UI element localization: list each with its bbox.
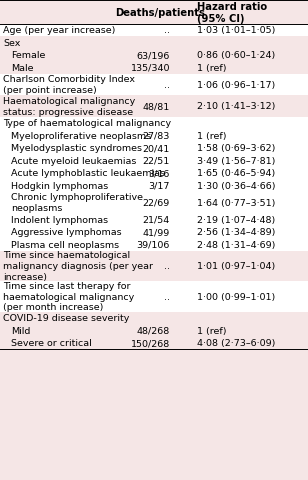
Bar: [0, 281, 308, 312]
Text: 48/268: 48/268: [137, 326, 170, 335]
Text: Time since haematological
malignancy diagnosis (per year
increase): Time since haematological malignancy dia…: [3, 251, 153, 281]
Bar: [0, 96, 308, 117]
Text: Aggressive lymphomas: Aggressive lymphomas: [11, 228, 122, 237]
Text: 3·49 (1·56–7·81): 3·49 (1·56–7·81): [197, 156, 275, 166]
Text: 3/16: 3/16: [149, 169, 170, 178]
Text: Plasma cell neoplasms: Plasma cell neoplasms: [11, 240, 119, 249]
Text: Severe or critical: Severe or critical: [11, 338, 92, 348]
Text: Hodgkin lymphomas: Hodgkin lymphomas: [11, 181, 108, 191]
Bar: [0, 142, 308, 155]
Text: 63/196: 63/196: [137, 51, 170, 60]
Bar: [0, 24, 308, 37]
Text: Male: Male: [11, 64, 34, 72]
Text: Haematological malignancy
status: progressive disease: Haematological malignancy status: progre…: [3, 96, 135, 116]
Text: ..: ..: [164, 26, 170, 35]
Bar: [0, 37, 308, 49]
Text: 20/41: 20/41: [143, 144, 170, 153]
Text: ..: ..: [164, 262, 170, 271]
Text: Charlson Comorbidity Index
(per point increase): Charlson Comorbidity Index (per point in…: [3, 75, 135, 95]
Text: 2·19 (1·07–4·48): 2·19 (1·07–4·48): [197, 216, 275, 224]
Text: 21/54: 21/54: [143, 216, 170, 224]
Bar: [0, 337, 308, 349]
Bar: [0, 180, 308, 192]
Bar: [0, 324, 308, 337]
Text: 27/83: 27/83: [143, 132, 170, 141]
Text: 1·06 (0·96–1·17): 1·06 (0·96–1·17): [197, 81, 275, 90]
Text: Age (per year increase): Age (per year increase): [3, 26, 116, 35]
Bar: [0, 214, 308, 226]
Text: Myeloproliferative neoplasms: Myeloproliferative neoplasms: [11, 132, 151, 141]
Text: Acute myeloid leukaemias: Acute myeloid leukaemias: [11, 156, 136, 166]
Text: 2·10 (1·41–3·12): 2·10 (1·41–3·12): [197, 102, 275, 111]
Text: 4·08 (2·73–6·09): 4·08 (2·73–6·09): [197, 338, 275, 348]
Text: 2·48 (1·31–4·69): 2·48 (1·31–4·69): [197, 240, 275, 249]
Text: 1 (ref): 1 (ref): [197, 64, 226, 72]
Text: 1·30 (0·36–4·66): 1·30 (0·36–4·66): [197, 181, 275, 191]
Text: 41/99: 41/99: [143, 228, 170, 237]
Bar: [0, 239, 308, 251]
Text: 1·58 (0·69–3·62): 1·58 (0·69–3·62): [197, 144, 275, 153]
Text: 0·86 (0·60–1·24): 0·86 (0·60–1·24): [197, 51, 275, 60]
Text: Female: Female: [11, 51, 45, 60]
Text: Sex: Sex: [3, 39, 20, 48]
Text: 2·56 (1·34–4·89): 2·56 (1·34–4·89): [197, 228, 275, 237]
Bar: [0, 1, 308, 24]
Text: 1 (ref): 1 (ref): [197, 326, 226, 335]
Bar: [0, 155, 308, 167]
Text: 39/106: 39/106: [137, 240, 170, 249]
Text: 150/268: 150/268: [131, 338, 170, 348]
Text: Indolent lymphomas: Indolent lymphomas: [11, 216, 108, 224]
Bar: [0, 62, 308, 74]
Text: 22/69: 22/69: [143, 198, 170, 207]
Bar: [0, 117, 308, 130]
Text: 1·01 (0·97–1·04): 1·01 (0·97–1·04): [197, 262, 275, 271]
Text: Myelodysplastic syndromes: Myelodysplastic syndromes: [11, 144, 142, 153]
Text: Acute lymphoblastic leukaemias: Acute lymphoblastic leukaemias: [11, 169, 165, 178]
Text: 48/81: 48/81: [143, 102, 170, 111]
Bar: [0, 251, 308, 281]
Text: 1·65 (0·46–5·94): 1·65 (0·46–5·94): [197, 169, 275, 178]
Bar: [0, 49, 308, 62]
Bar: [0, 312, 308, 324]
Text: Hazard ratio
(95% CI): Hazard ratio (95% CI): [197, 2, 267, 24]
Text: ..: ..: [164, 81, 170, 90]
Text: 22/51: 22/51: [143, 156, 170, 166]
Text: Mild: Mild: [11, 326, 30, 335]
Bar: [0, 167, 308, 180]
Text: 1·64 (0·77–3·51): 1·64 (0·77–3·51): [197, 198, 275, 207]
Text: ..: ..: [164, 292, 170, 301]
Text: 1·00 (0·99–1·01): 1·00 (0·99–1·01): [197, 292, 275, 301]
Text: 1·03 (1·01–1·05): 1·03 (1·01–1·05): [197, 26, 275, 35]
Text: 3/17: 3/17: [149, 181, 170, 191]
Text: Chronic lymphoproliferative
neoplasms: Chronic lymphoproliferative neoplasms: [11, 193, 143, 213]
Text: 1 (ref): 1 (ref): [197, 132, 226, 141]
Bar: [0, 74, 308, 96]
Text: Time since last therapy for
haematological malignancy
(per month increase): Time since last therapy for haematologic…: [3, 281, 134, 312]
Bar: [0, 192, 308, 214]
Text: COVID-19 disease severity: COVID-19 disease severity: [3, 313, 129, 323]
Bar: [0, 130, 308, 142]
Text: Deaths/patients: Deaths/patients: [115, 8, 205, 18]
Text: Type of haematological malignancy: Type of haematological malignancy: [3, 119, 171, 128]
Text: 135/340: 135/340: [131, 64, 170, 72]
Bar: [0, 226, 308, 239]
